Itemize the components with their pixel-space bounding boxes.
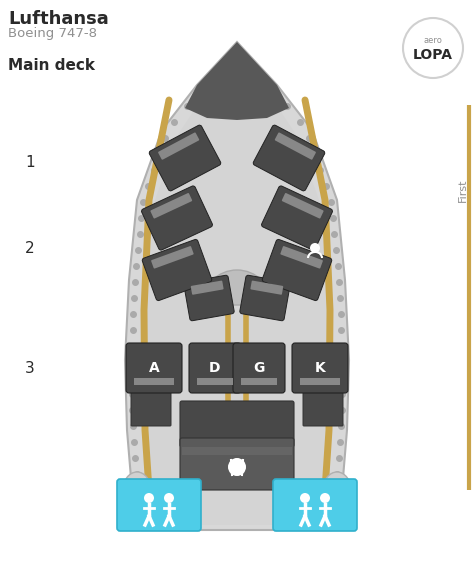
- Text: First: First: [458, 178, 468, 202]
- FancyBboxPatch shape: [158, 132, 199, 160]
- Circle shape: [228, 458, 246, 476]
- Bar: [134, 378, 174, 385]
- Circle shape: [164, 493, 174, 503]
- Circle shape: [310, 243, 320, 253]
- FancyBboxPatch shape: [240, 275, 290, 321]
- Text: 2: 2: [25, 240, 35, 256]
- FancyBboxPatch shape: [151, 246, 194, 269]
- Text: A: A: [149, 361, 159, 375]
- FancyBboxPatch shape: [262, 186, 333, 250]
- Polygon shape: [143, 54, 331, 525]
- FancyBboxPatch shape: [233, 343, 285, 393]
- FancyBboxPatch shape: [141, 186, 212, 250]
- Text: G: G: [253, 361, 264, 375]
- Bar: [300, 378, 340, 385]
- FancyBboxPatch shape: [180, 401, 294, 447]
- Text: aero: aero: [424, 36, 442, 44]
- Polygon shape: [125, 42, 349, 530]
- FancyBboxPatch shape: [262, 239, 332, 300]
- Text: K: K: [315, 361, 325, 375]
- Text: 3: 3: [25, 361, 35, 375]
- FancyBboxPatch shape: [189, 343, 241, 393]
- Text: D: D: [209, 361, 221, 375]
- FancyBboxPatch shape: [250, 281, 283, 295]
- Bar: [197, 378, 233, 385]
- FancyBboxPatch shape: [303, 392, 343, 426]
- FancyBboxPatch shape: [142, 239, 212, 300]
- FancyBboxPatch shape: [150, 193, 192, 219]
- FancyBboxPatch shape: [117, 479, 201, 531]
- Bar: [241, 378, 277, 385]
- Text: Boeing 747-8: Boeing 747-8: [8, 27, 97, 40]
- Ellipse shape: [123, 472, 151, 508]
- FancyBboxPatch shape: [282, 193, 324, 219]
- Circle shape: [300, 493, 310, 503]
- Circle shape: [144, 493, 154, 503]
- Text: LOPA: LOPA: [413, 48, 453, 62]
- FancyBboxPatch shape: [184, 275, 234, 321]
- FancyBboxPatch shape: [280, 246, 323, 269]
- Circle shape: [403, 18, 463, 78]
- Text: Lufthansa: Lufthansa: [8, 10, 109, 28]
- FancyBboxPatch shape: [253, 125, 325, 191]
- FancyBboxPatch shape: [126, 343, 182, 393]
- FancyBboxPatch shape: [149, 125, 221, 191]
- FancyBboxPatch shape: [180, 438, 294, 490]
- FancyBboxPatch shape: [131, 392, 171, 426]
- Circle shape: [320, 493, 330, 503]
- Wedge shape: [202, 270, 272, 305]
- FancyBboxPatch shape: [275, 132, 316, 160]
- Text: 1: 1: [25, 154, 35, 169]
- FancyBboxPatch shape: [292, 343, 348, 393]
- Bar: [182, 447, 292, 455]
- FancyBboxPatch shape: [191, 281, 224, 295]
- Ellipse shape: [323, 472, 351, 508]
- FancyBboxPatch shape: [273, 479, 357, 531]
- Polygon shape: [185, 42, 289, 120]
- Text: Main deck: Main deck: [8, 58, 95, 73]
